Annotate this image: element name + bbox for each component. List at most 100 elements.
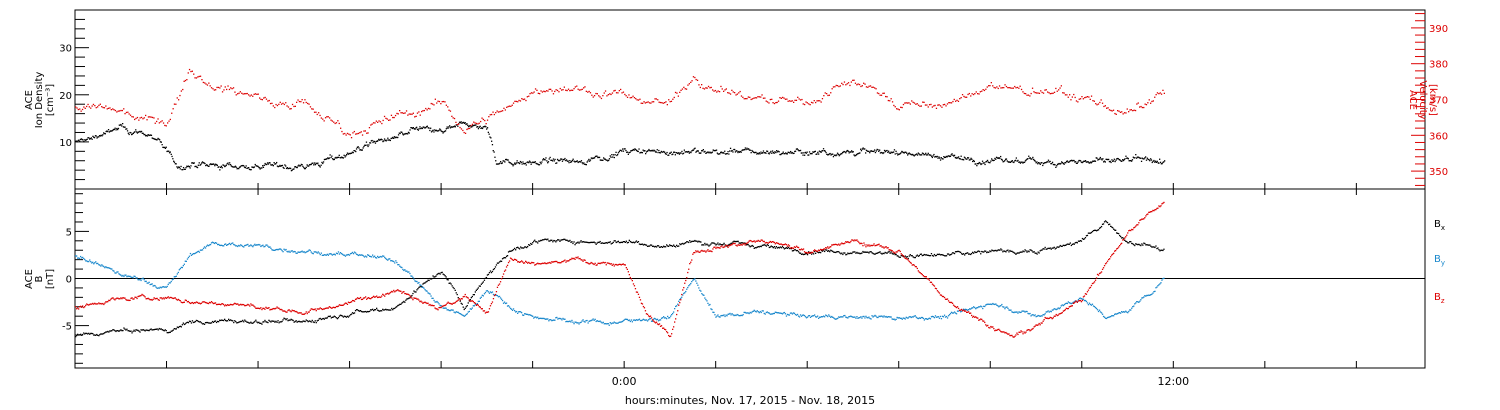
data-point xyxy=(202,81,204,84)
data-point xyxy=(353,130,355,133)
data-point xyxy=(327,157,330,160)
data-point xyxy=(127,132,129,134)
data-point xyxy=(1056,165,1058,167)
data-point xyxy=(234,91,236,93)
data-point xyxy=(586,262,588,264)
data-point xyxy=(301,164,303,166)
data-point xyxy=(304,99,306,101)
data-point xyxy=(570,89,572,91)
data-point xyxy=(391,137,393,139)
data-point xyxy=(589,262,591,265)
data-point xyxy=(1034,252,1036,254)
data-point xyxy=(364,130,366,132)
data-point xyxy=(578,258,580,260)
data-point xyxy=(1100,312,1103,314)
data-point xyxy=(852,79,854,81)
data-point xyxy=(1086,234,1089,237)
data-point xyxy=(693,240,695,242)
data-point xyxy=(201,162,203,164)
data-point xyxy=(257,166,260,168)
data-point xyxy=(197,320,200,323)
data-point xyxy=(443,304,445,307)
data-point xyxy=(578,89,581,91)
data-point xyxy=(841,316,843,318)
data-point xyxy=(502,257,505,259)
data-point xyxy=(540,90,542,92)
data-point xyxy=(221,167,223,169)
data-point xyxy=(345,254,348,256)
data-point xyxy=(98,264,100,266)
data-point xyxy=(1032,156,1034,159)
data-point xyxy=(992,302,994,305)
data-point xyxy=(1048,247,1050,250)
data-point xyxy=(205,245,208,247)
data-point xyxy=(141,278,143,280)
data-point xyxy=(654,322,657,324)
data-point xyxy=(752,310,754,312)
data-point xyxy=(1050,311,1052,313)
data-point xyxy=(411,297,413,299)
data-point xyxy=(624,93,626,96)
data-point xyxy=(567,240,569,242)
data-point xyxy=(808,103,810,105)
data-point xyxy=(778,151,780,153)
data-point xyxy=(635,149,637,151)
data-point xyxy=(1082,238,1085,240)
data-point xyxy=(543,239,545,241)
data-point xyxy=(192,162,195,164)
data-point xyxy=(954,156,956,159)
data-point xyxy=(565,89,567,91)
data-point xyxy=(344,156,346,158)
data-point xyxy=(660,150,662,153)
data-point xyxy=(630,150,632,152)
data-point xyxy=(416,112,419,114)
data-point xyxy=(1038,315,1040,317)
data-point xyxy=(751,98,754,100)
data-point xyxy=(1058,89,1060,91)
data-point xyxy=(294,320,296,323)
data-point xyxy=(115,298,117,300)
data-point xyxy=(355,309,358,311)
data-point xyxy=(435,308,437,310)
data-point xyxy=(872,316,874,318)
data-point xyxy=(123,297,125,299)
data-point xyxy=(944,103,946,106)
data-point xyxy=(396,261,398,264)
data-point xyxy=(230,87,232,89)
data-point xyxy=(271,102,273,104)
data-point xyxy=(78,257,80,259)
data-point xyxy=(930,316,933,318)
data-point xyxy=(518,247,520,249)
data-point xyxy=(916,153,918,155)
data-point xyxy=(644,310,647,312)
data-point xyxy=(1158,249,1160,251)
data-point xyxy=(1118,312,1120,314)
data-point xyxy=(1100,99,1102,101)
data-point xyxy=(723,314,725,316)
data-point xyxy=(685,88,688,90)
data-point xyxy=(87,137,89,139)
data-point xyxy=(147,116,150,118)
data-point xyxy=(410,113,412,115)
data-point xyxy=(353,150,355,152)
data-point xyxy=(937,253,940,256)
data-point xyxy=(443,131,445,133)
data-point xyxy=(1134,157,1136,159)
data-point xyxy=(1080,298,1083,300)
data-point xyxy=(1123,159,1125,161)
data-point xyxy=(177,271,179,274)
data-point xyxy=(625,95,627,97)
data-point xyxy=(580,321,582,323)
data-point xyxy=(555,317,557,319)
data-point xyxy=(1162,161,1164,164)
data-point xyxy=(557,262,559,264)
data-point xyxy=(1014,311,1016,313)
data-point xyxy=(172,278,174,280)
data-point xyxy=(210,163,213,166)
data-point xyxy=(221,91,224,93)
data-point xyxy=(874,149,876,151)
data-point xyxy=(382,293,384,295)
data-point xyxy=(575,321,577,323)
data-point xyxy=(1130,109,1132,111)
data-point xyxy=(375,257,377,259)
